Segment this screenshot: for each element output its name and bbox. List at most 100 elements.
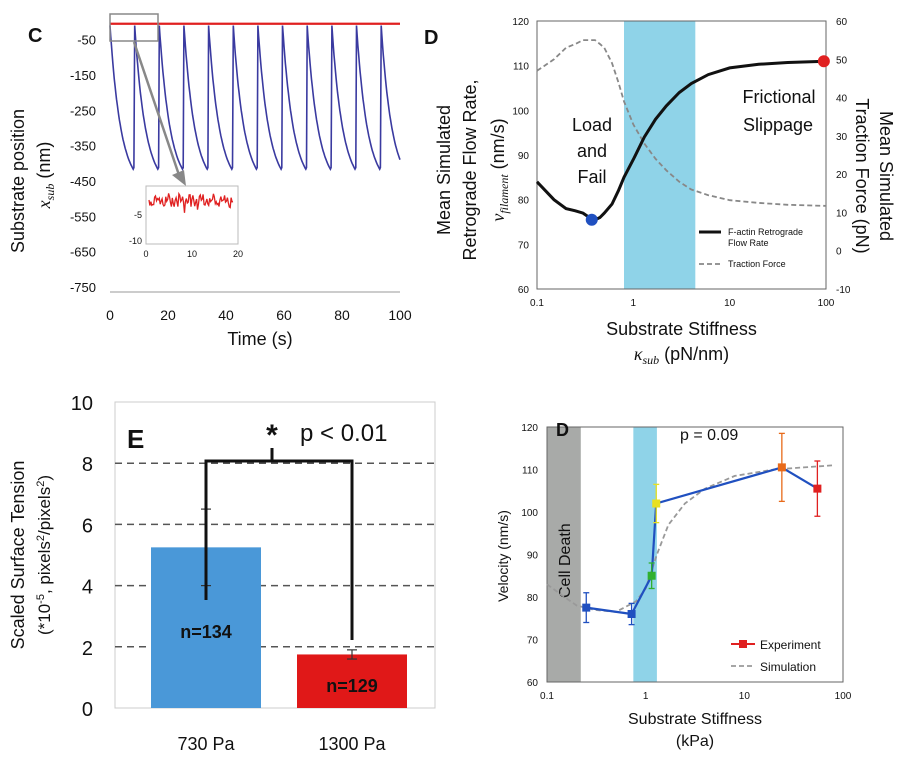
- y-tick-label: 60: [527, 678, 539, 689]
- left-y-tick: 80: [518, 196, 530, 207]
- y-tick-label: -750: [70, 280, 96, 295]
- left-y-tick: 120: [512, 17, 529, 28]
- inset-y-tick: -10: [129, 236, 142, 246]
- series-flow-rate: [535, 59, 827, 222]
- right-y-tick: 20: [836, 170, 848, 181]
- x-tick-label: 20: [160, 307, 176, 323]
- significance-bracket: [204, 459, 354, 640]
- y-tick-label: -350: [70, 139, 96, 154]
- experiment-marker: [652, 499, 661, 508]
- category-label: 730 Pa: [177, 734, 235, 754]
- left-y-tick: 100: [512, 106, 529, 117]
- y-tick-label: -550: [70, 209, 96, 224]
- y-tick-label: -150: [70, 68, 96, 83]
- y-tick-label: 10: [71, 393, 93, 415]
- bar-label: n=129: [326, 676, 378, 696]
- y-axis-label: Scaled Surface Tension: [8, 461, 28, 650]
- x-tick-label: 10: [724, 298, 736, 309]
- y-tick-label: 120: [521, 423, 538, 434]
- bar-label: n=134: [180, 622, 232, 642]
- x-tick-label: 100: [388, 307, 412, 323]
- x-axis-label: Substrate Stiffness: [628, 711, 762, 728]
- x-tick-label: 60: [276, 307, 292, 323]
- y-tick-label: 80: [527, 593, 539, 604]
- series-traction-force: [536, 39, 827, 207]
- y-tick-label: 6: [82, 515, 93, 537]
- x-tick-label: 10: [739, 691, 751, 702]
- y-tick-label: 90: [527, 551, 539, 562]
- legend-label-flow-2: Flow Rate: [728, 238, 769, 248]
- zoom-box: [109, 13, 159, 42]
- x-tick-label: 1: [643, 691, 649, 702]
- experiment-marker: [813, 484, 822, 493]
- zoom-arrow: [132, 41, 182, 179]
- y-tick-label: 110: [522, 466, 538, 477]
- y-axis-label-2: (*10-5, pixels2/pixels2): [35, 475, 54, 635]
- y-tick-label: 4: [82, 577, 93, 599]
- right-y-tick: -10: [836, 285, 851, 296]
- inset-red-line: [148, 191, 234, 213]
- annotation-load: Load: [572, 115, 612, 135]
- gray-region-label: Cell Death: [557, 523, 574, 598]
- legend-label-simulation: Simulation: [760, 660, 816, 674]
- x-tick-label: 40: [218, 307, 234, 323]
- plot-frame: [536, 20, 827, 290]
- annotation-fail: Fail: [577, 167, 606, 187]
- left-y-label: Mean Simulated: [434, 105, 454, 235]
- bar: [297, 654, 407, 708]
- y-tick-label: 100: [521, 508, 538, 519]
- right-y-tick: 60: [836, 17, 848, 28]
- left-y-tick: 70: [518, 240, 530, 251]
- plot-frame: [546, 426, 844, 683]
- shaded-region: [633, 427, 657, 682]
- left-y-tick: 60: [518, 285, 530, 296]
- right-y-tick: 10: [836, 208, 848, 219]
- y-tick-label: -650: [70, 245, 96, 260]
- experiment-marker: [627, 610, 636, 618]
- y-axis-label: Velocity (nm/s): [495, 510, 511, 602]
- panel-label: C: [28, 25, 42, 47]
- pvalue-text: p = 0.09: [680, 427, 738, 444]
- y-axis-label: Substrate position: [8, 109, 28, 253]
- left-y-label-2: Retrograde Flow Rate,: [460, 79, 480, 260]
- inset-x-tick: 10: [187, 249, 197, 259]
- category-label: 1300 Pa: [318, 734, 386, 754]
- panel-label: D: [556, 420, 569, 440]
- marker-point: [585, 213, 598, 226]
- inset-x-tick: 20: [233, 249, 243, 259]
- left-y-label-symbol: vfilament (nm/s): [488, 118, 511, 221]
- left-y-tick: 110: [513, 62, 529, 73]
- legend-label-experiment: Experiment: [760, 638, 821, 652]
- experiment-marker: [647, 571, 656, 580]
- gray-region: [547, 427, 581, 682]
- right-y-tick: 30: [836, 132, 848, 143]
- right-y-tick: 0: [836, 247, 842, 258]
- right-y-label: Mean Simulated: [876, 111, 896, 241]
- series-blue-line: [109, 25, 401, 172]
- inset-frame: [145, 185, 239, 245]
- panel-label: D: [424, 27, 438, 49]
- x-tick-label: 100: [818, 298, 835, 309]
- x-axis-label-symbol: κsub (pN/nm): [634, 344, 729, 367]
- y-tick-label: -50: [77, 33, 96, 48]
- right-y-tick: 40: [836, 94, 848, 105]
- inset-x-tick: 0: [143, 249, 148, 259]
- x-tick-label: 0.1: [530, 298, 544, 309]
- panel-label: E: [127, 424, 144, 454]
- significance-text: p < 0.01: [300, 420, 387, 447]
- series-simulation: [546, 464, 834, 613]
- x-axis-label-2: (kPa): [676, 733, 714, 750]
- series-experiment: [586, 466, 818, 616]
- annotation-slippage: Slippage: [743, 115, 813, 135]
- y-tick-label: 70: [527, 636, 539, 647]
- annotation-frictional: Frictional: [742, 87, 815, 107]
- right-y-label-2: Traction Force (pN): [852, 98, 872, 253]
- experiment-marker: [777, 463, 786, 472]
- y-axis-label-symbol: xsub (nm): [34, 142, 57, 210]
- legend-label-traction: Traction Force: [728, 259, 786, 269]
- right-y-tick: 50: [836, 55, 848, 66]
- plot-frame: [114, 401, 436, 709]
- y-tick-label: 2: [82, 638, 93, 660]
- left-y-tick: 90: [518, 151, 530, 162]
